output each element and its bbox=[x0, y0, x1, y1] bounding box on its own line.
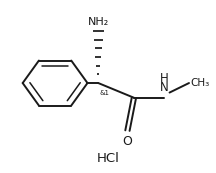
Text: NH₂: NH₂ bbox=[88, 17, 109, 27]
Text: O: O bbox=[122, 135, 132, 148]
Text: CH₃: CH₃ bbox=[191, 78, 210, 88]
Text: N: N bbox=[160, 81, 168, 94]
Text: HCl: HCl bbox=[97, 152, 119, 165]
Text: &1: &1 bbox=[99, 90, 109, 96]
Text: H: H bbox=[160, 72, 168, 85]
